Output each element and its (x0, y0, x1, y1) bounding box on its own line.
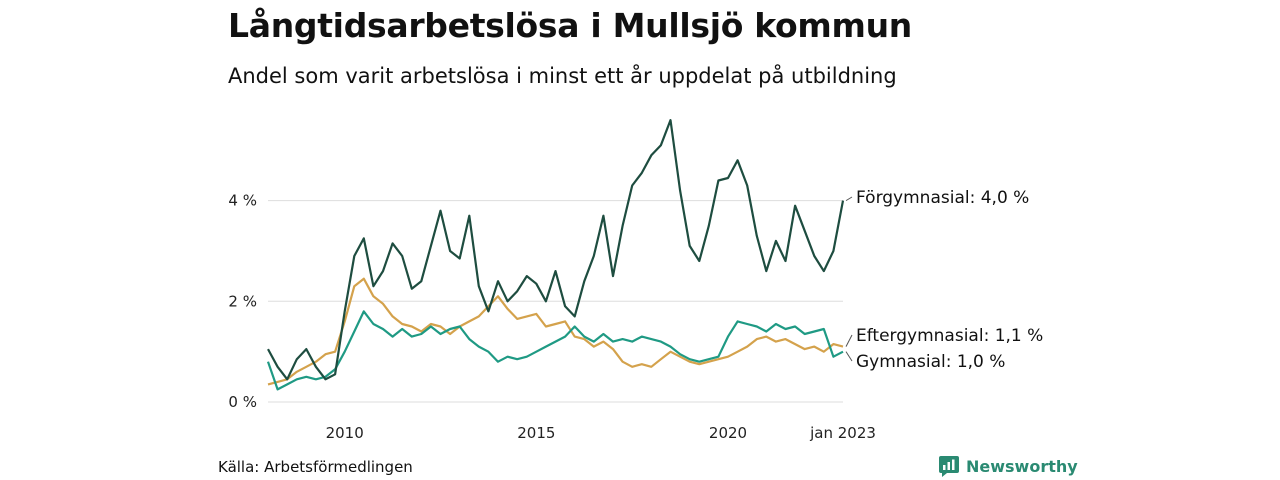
series-lines (266, 119, 845, 391)
series-line-förgymnasial (267, 119, 845, 381)
chart-subtitle: Andel som varit arbetslösa i minst ett å… (228, 64, 897, 88)
line-chart: 0 % 2 % 4 % 2010 2015 2020 jan 2023 Förgymnasi… (228, 119, 1043, 442)
y-tick-label: 4 % (228, 192, 257, 210)
end-label-connector (845, 334, 853, 347)
end-label-eftergymnasial: Eftergymnasial: 1,1 % (856, 326, 1043, 346)
x-tick-label: 2015 (517, 424, 555, 442)
series-line-eftergymnasial (267, 277, 844, 386)
brand-logo[interactable]: Newsworthy (938, 455, 1078, 477)
x-tick-label: 2010 (326, 424, 364, 442)
y-tick-label: 0 % (228, 393, 257, 411)
end-label-förgymnasial: Förgymnasial: 4,0 % (856, 188, 1029, 208)
newsworthy-logo-icon (939, 456, 959, 477)
chart-title: Långtidsarbetslösa i Mullsjö kommun (228, 6, 912, 45)
x-tick-label: 2020 (709, 424, 747, 442)
source-note: Källa: Arbetsförmedlingen (218, 458, 413, 476)
brand-name: Newsworthy (966, 456, 1078, 476)
end-label-connector (845, 196, 853, 202)
end-label-gymnasial: Gymnasial: 1,0 % (856, 352, 1005, 372)
end-labels: Förgymnasial: 4,0 % Eftergymnasial: 1,1 %… (845, 188, 1043, 372)
x-tick-label: jan 2023 (809, 424, 876, 442)
y-tick-label: 2 % (228, 292, 257, 310)
grid: 0 % 2 % 4 % 2010 2015 2020 jan 2023 (228, 192, 875, 442)
end-label-connector (845, 351, 853, 362)
series-line-gymnasial (266, 310, 844, 391)
